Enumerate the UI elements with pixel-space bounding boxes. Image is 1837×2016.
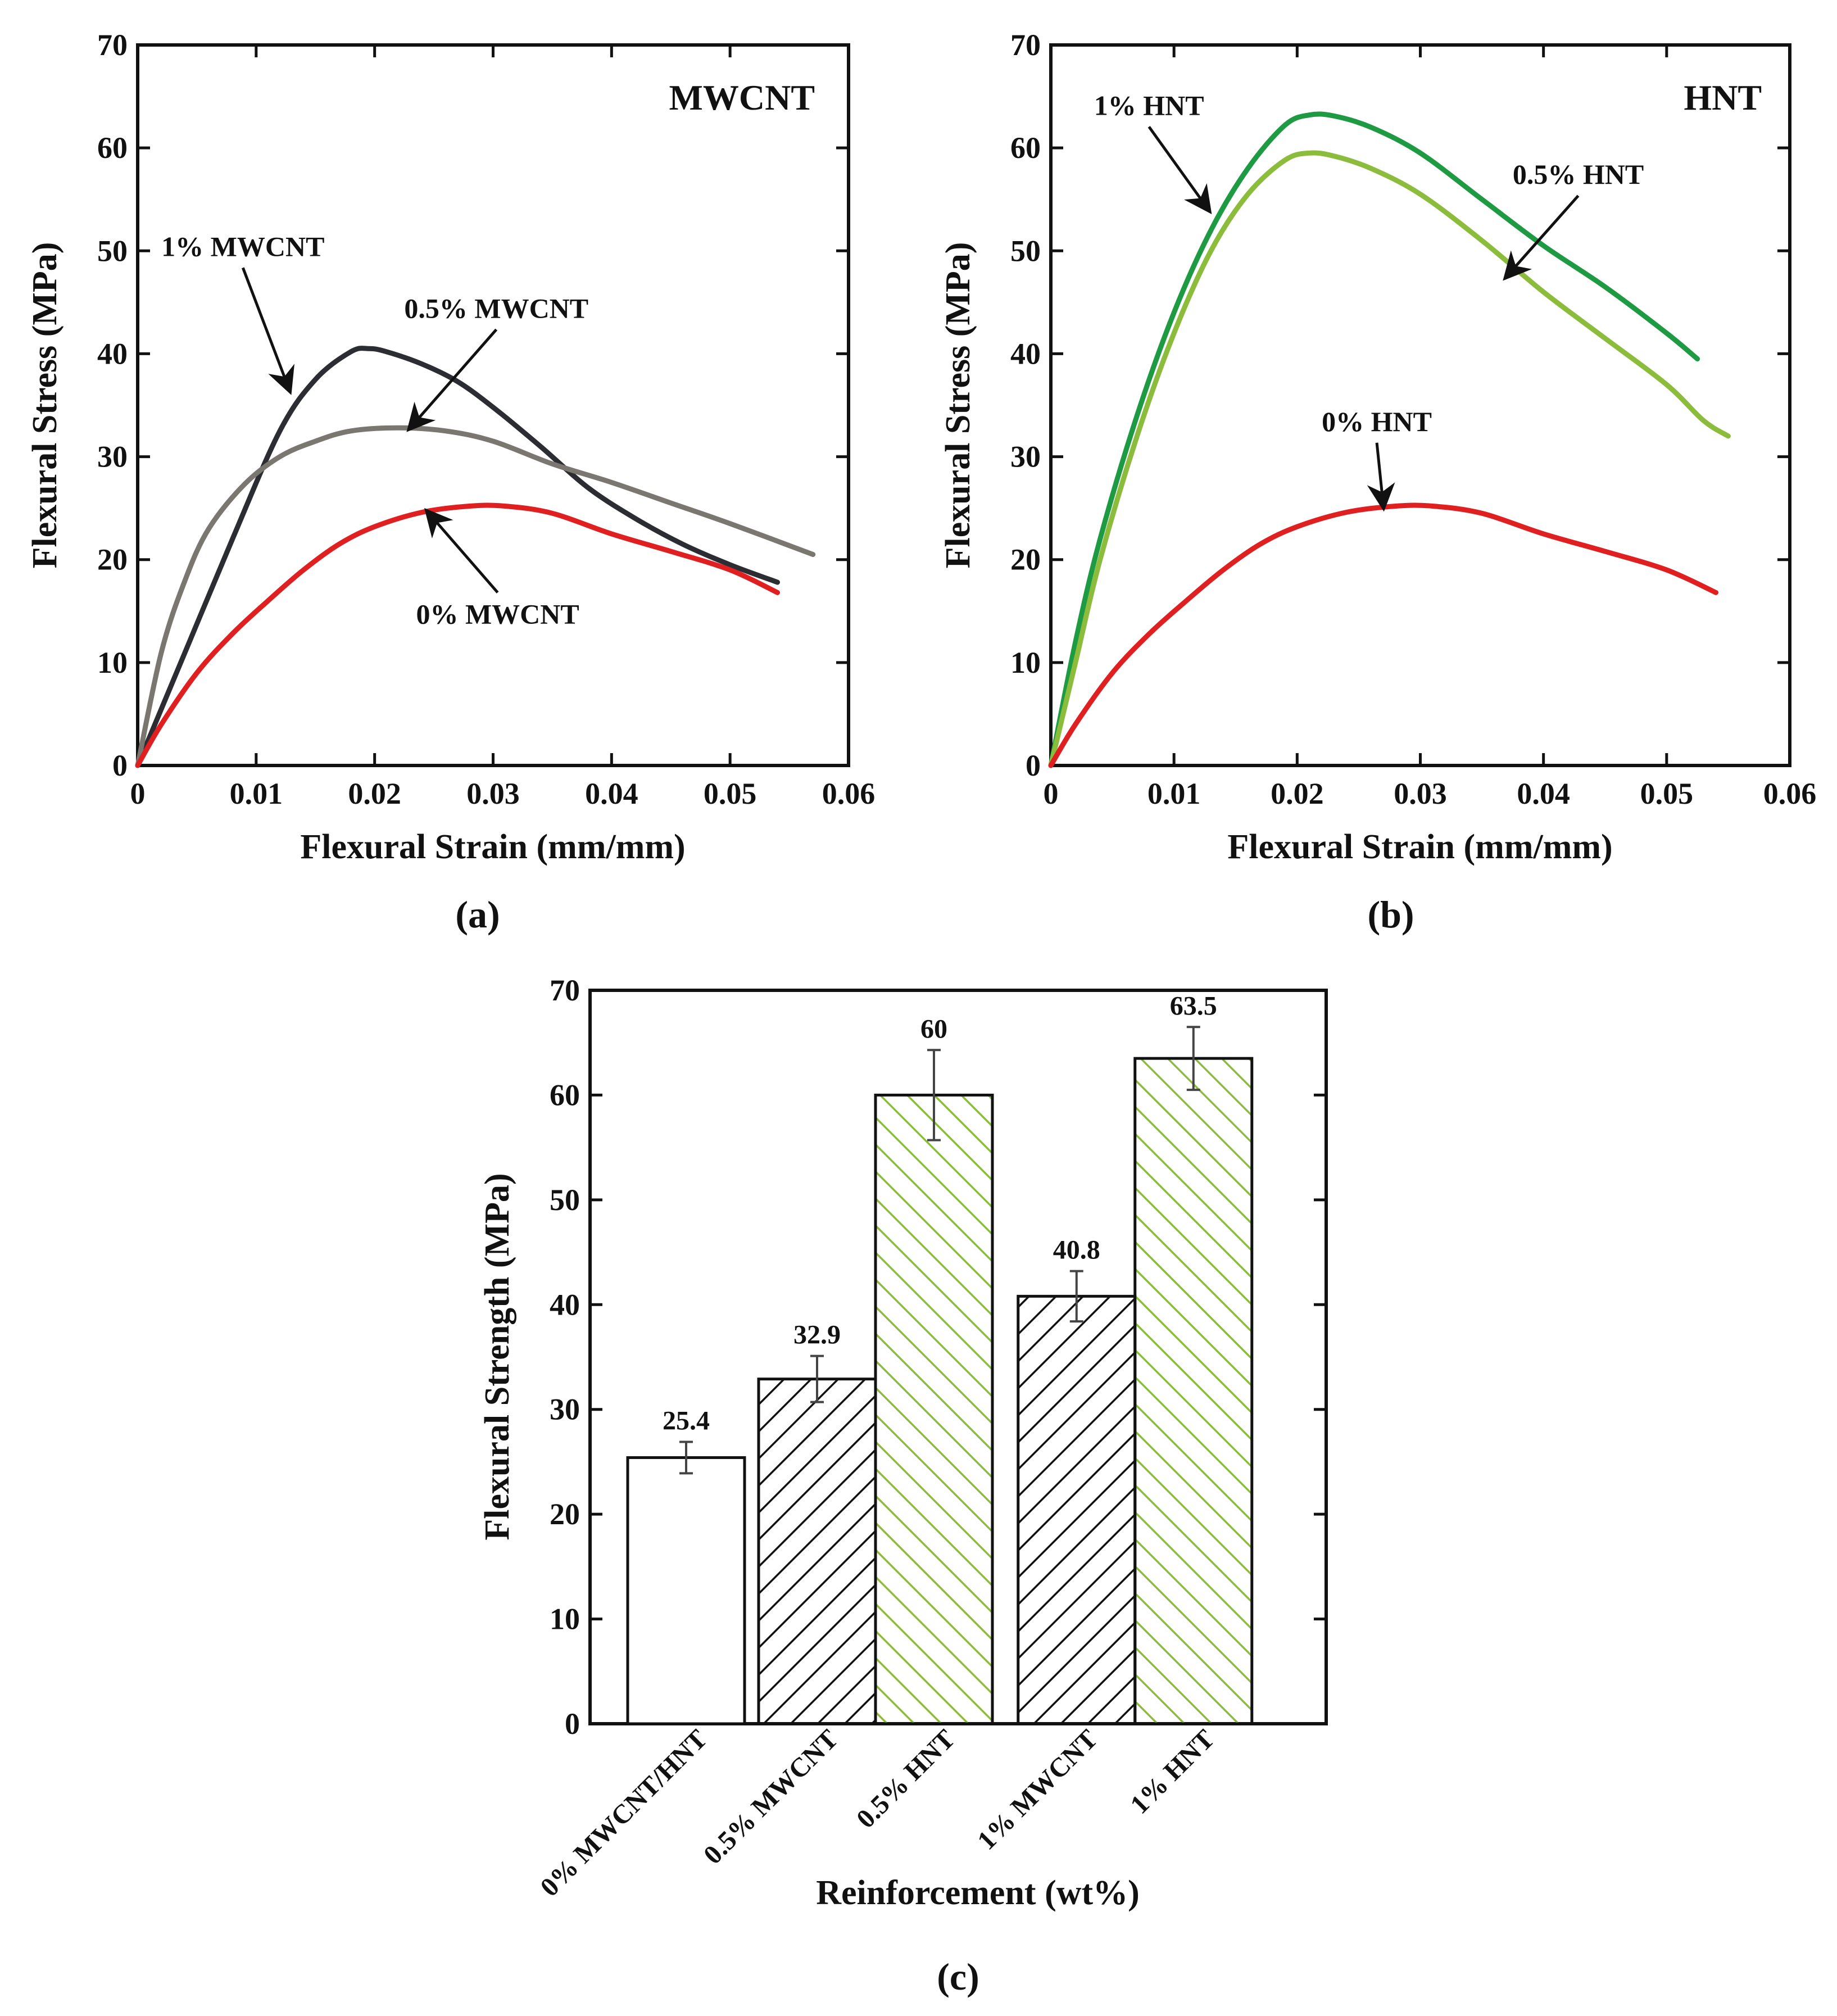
- chart-title: HNT: [1684, 78, 1762, 117]
- x-tick-label: 0.02: [348, 777, 401, 810]
- y-tick-label: 30: [97, 440, 128, 474]
- x-tick-label: 0.03: [466, 777, 520, 810]
- y-tick-label: 50: [97, 234, 128, 268]
- annotation-layer: 1% MWCNT 0.5% MWCNT 0% MWCNT: [161, 230, 588, 629]
- x-tick-label: 0.06: [822, 777, 876, 810]
- bar-layer: 25.4 32.9 60 40.8 63.5: [626, 991, 1254, 1725]
- y-tick-label: 30: [1010, 440, 1041, 474]
- bar-1-mwcnt: [1017, 1294, 1137, 1725]
- x-axis-title: Flexural Strain (mm/mm): [300, 828, 685, 866]
- y-axis-title: Flexural Strength (MPa): [478, 1173, 516, 1540]
- series-line-0-hnt: [1048, 502, 1718, 768]
- chart-panel-c: 0 10 20 30 40 50 60 70 25.4 32.9 60 40.8 63.5 0% MW…: [478, 973, 1328, 1998]
- annotation-label: 0.5% HNT: [1513, 158, 1644, 190]
- x-axis: 0 0.01 0.02 0.03 0.04 0.05 0.06: [130, 45, 876, 810]
- annotation-label: 0% HNT: [1322, 406, 1432, 437]
- y-tick-label: 0: [112, 749, 128, 782]
- category-label: 0.5% MWCNT: [698, 1724, 844, 1870]
- annotation-arrow: [241, 267, 295, 395]
- category-label: 1% HNT: [1124, 1724, 1220, 1819]
- x-tick-label: 0.04: [585, 777, 638, 810]
- x-axis-title: Flexural Strain (mm/mm): [1227, 828, 1612, 866]
- panel-letter: (c): [937, 1955, 979, 1998]
- category-label: 0% MWCNT/HNT: [534, 1724, 713, 1902]
- panel-letter: (a): [455, 893, 500, 936]
- bar-0-mwcnt-hnt: [626, 1456, 746, 1725]
- y-tick-label: 0: [565, 1707, 580, 1741]
- series-line-1-hnt: [1048, 111, 1700, 768]
- series-line-0-mwcnt: [135, 502, 780, 768]
- annotation-label: 0.5% MWCNT: [404, 292, 588, 324]
- x-tick-label: 0.02: [1271, 777, 1324, 810]
- y-tick-label: 50: [1010, 234, 1041, 268]
- y-tick-label: 70: [97, 28, 128, 62]
- y-tick-label: 20: [1010, 543, 1041, 577]
- x-tick-label: 0: [130, 777, 146, 810]
- x-tick-label: 0: [1044, 777, 1059, 810]
- bar-1-hnt: [1133, 1057, 1254, 1725]
- panel-letter: (b): [1367, 893, 1414, 936]
- bar-value-label: 40.8: [1053, 1235, 1100, 1265]
- annotation-arrow: [424, 508, 499, 594]
- y-axis: 0 10 20 30 40 50 60 70: [550, 973, 1326, 1741]
- y-tick-label: 10: [550, 1602, 580, 1636]
- x-tick-label: 0.01: [1147, 777, 1201, 810]
- y-tick-label: 40: [1010, 337, 1041, 370]
- x-axis: 0 0.01 0.02 0.03 0.04 0.05 0.06: [1044, 45, 1817, 810]
- chart-title: MWCNT: [669, 78, 815, 117]
- y-tick-label: 70: [550, 973, 580, 1007]
- x-tick-label: 0.01: [230, 777, 283, 810]
- y-tick-label: 60: [97, 131, 128, 165]
- y-tick-label: 10: [1010, 646, 1041, 679]
- bar-0-5-hnt: [874, 1093, 994, 1725]
- y-tick-label: 30: [550, 1393, 580, 1426]
- y-tick-label: 60: [1010, 131, 1041, 165]
- category-label: 0.5% HNT: [851, 1724, 961, 1834]
- series-line-1-mwcnt: [135, 346, 780, 768]
- y-tick-label: 0: [1026, 749, 1041, 782]
- x-axis-title: Reinforcement (wt%): [816, 1874, 1140, 1912]
- chart-panel-a: 0 10 20 30 40 50 60 70 0 0.01 0.02 0.03 0.04 0.05 0.0…: [26, 28, 875, 936]
- y-axis-title: Flexural Stress (MPa): [939, 242, 977, 569]
- y-axis-title: Flexural Stress (MPa): [26, 242, 64, 569]
- bar-0-5-mwcnt: [757, 1378, 877, 1725]
- y-axis: 0 10 20 30 40 50 60 70: [1010, 28, 1790, 782]
- y-tick-label: 10: [97, 646, 128, 679]
- bar-value-label: 32.9: [793, 1320, 841, 1350]
- bar-value-label: 25.4: [663, 1406, 710, 1436]
- annotation-label: 1% MWCNT: [161, 230, 324, 262]
- x-tick-label: 0.05: [704, 777, 757, 810]
- y-tick-label: 20: [550, 1497, 580, 1531]
- y-tick-label: 20: [97, 543, 128, 577]
- x-tick-label: 0.06: [1763, 777, 1817, 810]
- y-tick-label: 70: [1010, 28, 1041, 62]
- series-layer: [135, 346, 816, 768]
- series-line-0-5-mwcnt: [135, 425, 816, 768]
- annotation-label: 0% MWCNT: [416, 598, 579, 629]
- y-tick-label: 60: [550, 1078, 580, 1112]
- series-layer: [1048, 111, 1731, 768]
- x-tick-label: 0.05: [1640, 777, 1694, 810]
- annotation-arrow: [1503, 194, 1580, 281]
- annotation-arrow: [1147, 126, 1212, 215]
- bar-value-label: 63.5: [1170, 991, 1217, 1021]
- annotation-label: 1% HNT: [1094, 90, 1204, 121]
- series-line-0-5-hnt: [1048, 150, 1731, 768]
- annotation-arrow: [1367, 442, 1395, 512]
- annotation-arrow: [406, 328, 498, 432]
- y-tick-label: 40: [97, 337, 128, 370]
- x-tick-label: 0.04: [1517, 777, 1570, 810]
- y-tick-label: 40: [550, 1288, 580, 1321]
- chart-panel-b: 0 10 20 30 40 50 60 70 0 0.01 0.02 0.03 0.04 0.05 0.0…: [939, 28, 1816, 936]
- y-axis: 0 10 20 30 40 50 60 70: [97, 28, 849, 782]
- x-tick-label: 0.03: [1394, 777, 1447, 810]
- annotation-layer: 1% HNT 0.5% HNT 0% HNT: [1094, 90, 1644, 512]
- y-tick-label: 50: [550, 1183, 580, 1217]
- category-label: 1% MWCNT: [972, 1724, 1104, 1856]
- bar-value-label: 60: [920, 1014, 947, 1044]
